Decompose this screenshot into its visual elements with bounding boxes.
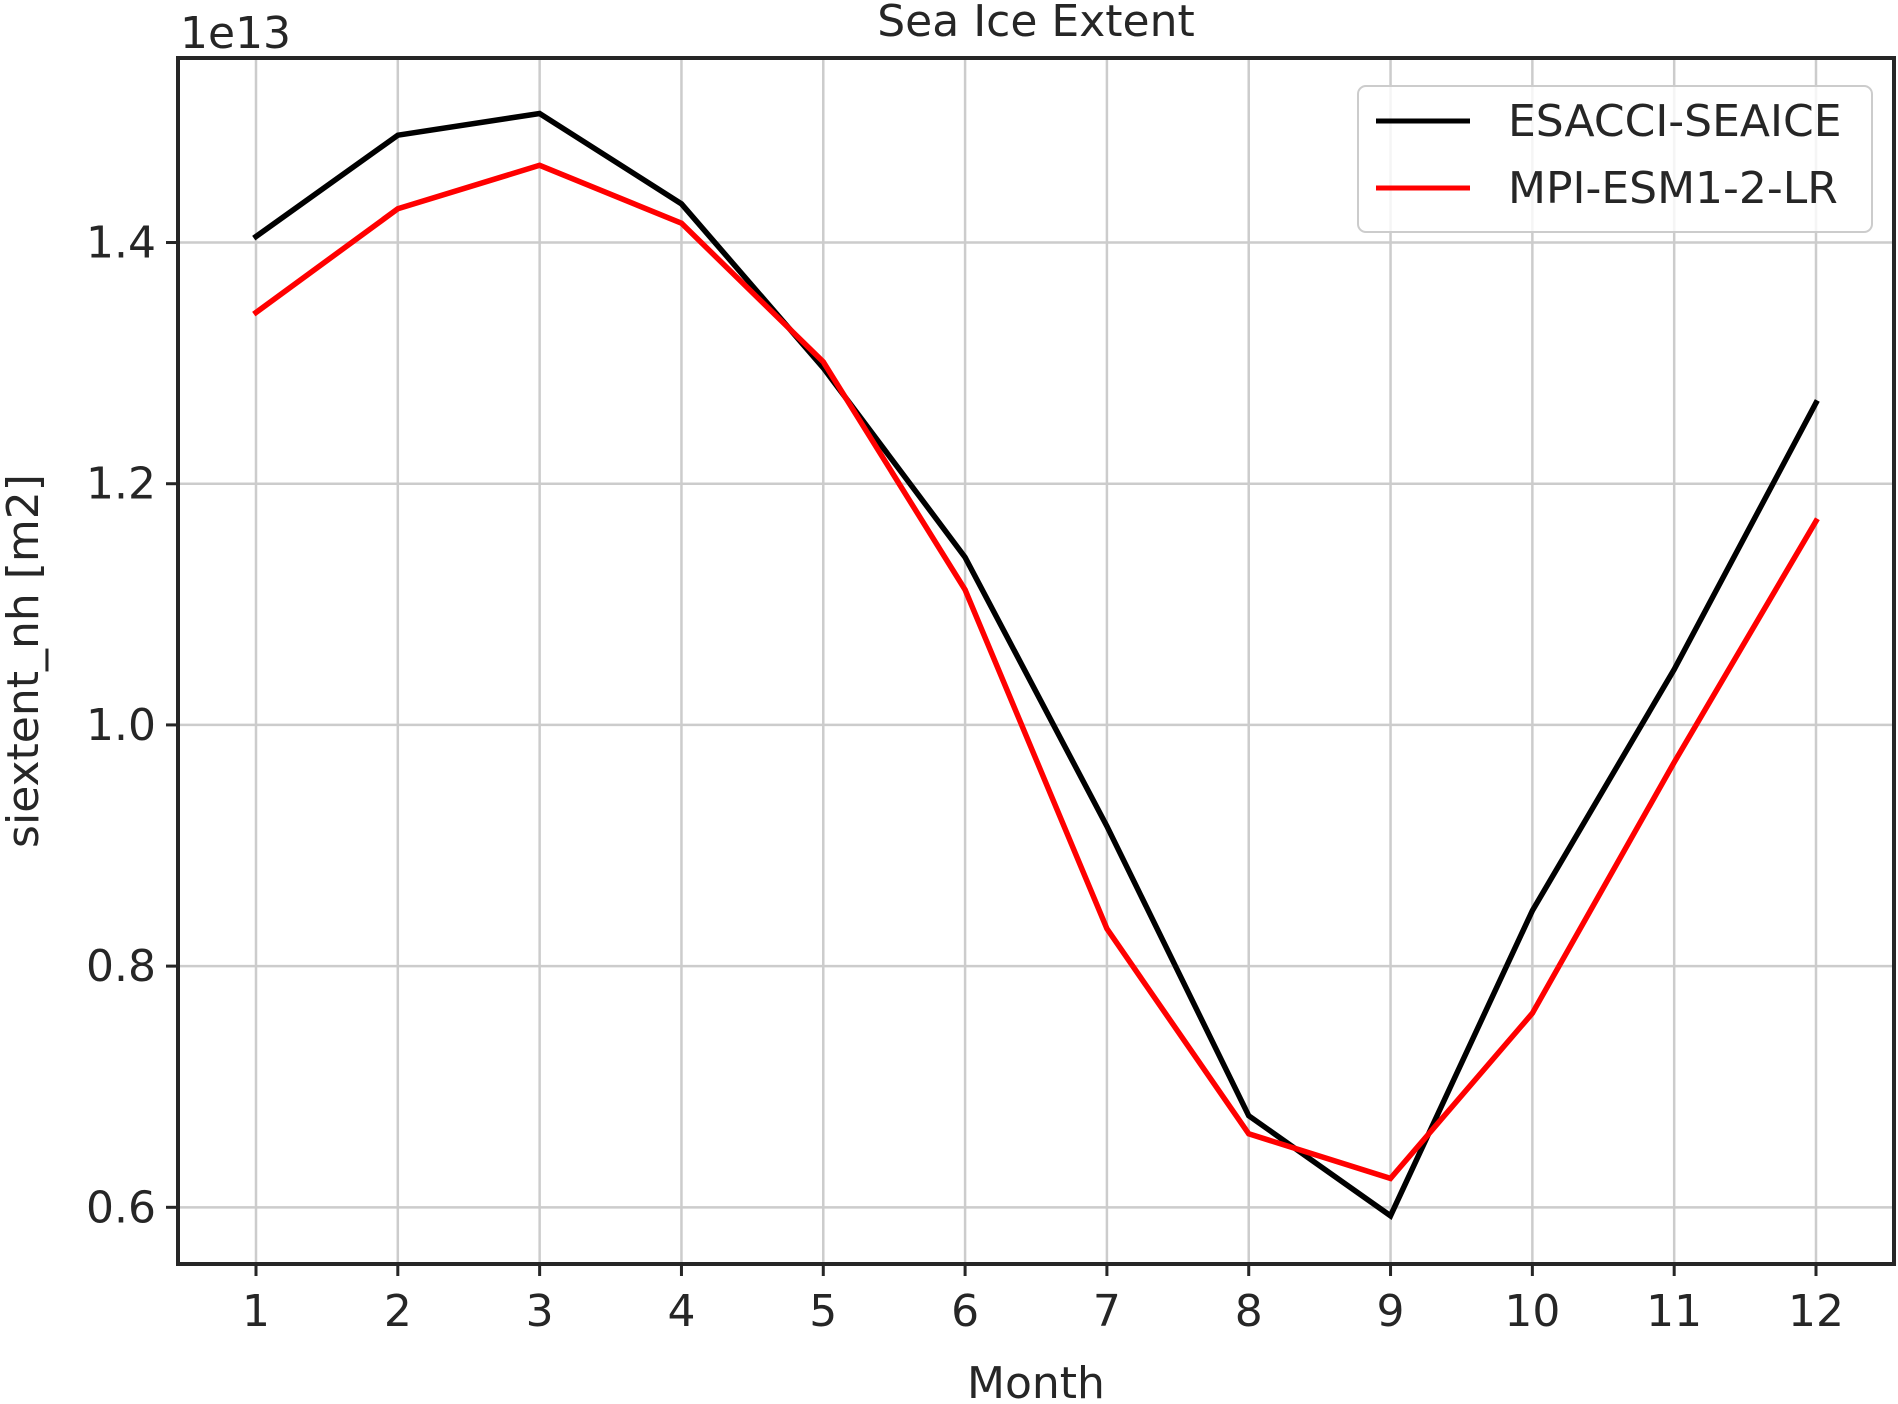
- y-tick-label: 1.0: [86, 700, 156, 751]
- x-tick-label: 3: [526, 1286, 554, 1337]
- x-tick-label: 6: [951, 1286, 979, 1337]
- x-tick-label: 8: [1235, 1286, 1263, 1337]
- plot-frame: [176, 56, 1896, 1266]
- y-offset-label: 1e13: [180, 8, 291, 59]
- legend: ESACCI-SEAICE MPI-ESM1-2-LR: [1357, 85, 1873, 233]
- chart-title: Sea Ice Extent: [877, 0, 1194, 47]
- legend-label-mpi-esm1-2-lr: MPI-ESM1-2-LR: [1508, 163, 1838, 214]
- x-tick-label: 4: [667, 1286, 695, 1337]
- axis-ticks: 1 2 3 4 5 6 7 8 9 10 11 120.60.81.01.21.4: [86, 218, 1844, 1337]
- legend-box: [1357, 85, 1873, 233]
- y-tick-label: 1.4: [86, 218, 156, 269]
- x-tick-label: 10: [1504, 1286, 1560, 1337]
- x-tick-label: 5: [809, 1286, 837, 1337]
- x-tick-label: 12: [1788, 1286, 1844, 1337]
- grid: [178, 58, 1894, 1264]
- series-lines: [252, 110, 1820, 1220]
- series-line-mpi-esm1-2-lr: [252, 162, 1820, 1182]
- series-line-esacci-seaice: [252, 110, 1820, 1220]
- y-tick-label: 0.6: [86, 1182, 156, 1233]
- x-tick-label: 2: [384, 1286, 412, 1337]
- x-axis-label: Month: [967, 1358, 1105, 1404]
- y-tick-label: 0.8: [86, 941, 156, 992]
- y-tick-label: 1.2: [86, 459, 156, 510]
- y-axis-label: siextent_nh [m2]: [0, 474, 49, 848]
- legend-label-esacci-seaice: ESACCI-SEAICE: [1508, 96, 1842, 147]
- x-tick-label: 9: [1377, 1286, 1405, 1337]
- x-tick-label: 7: [1093, 1286, 1121, 1337]
- x-tick-label: 11: [1646, 1286, 1702, 1337]
- x-tick-label: 1: [242, 1286, 270, 1337]
